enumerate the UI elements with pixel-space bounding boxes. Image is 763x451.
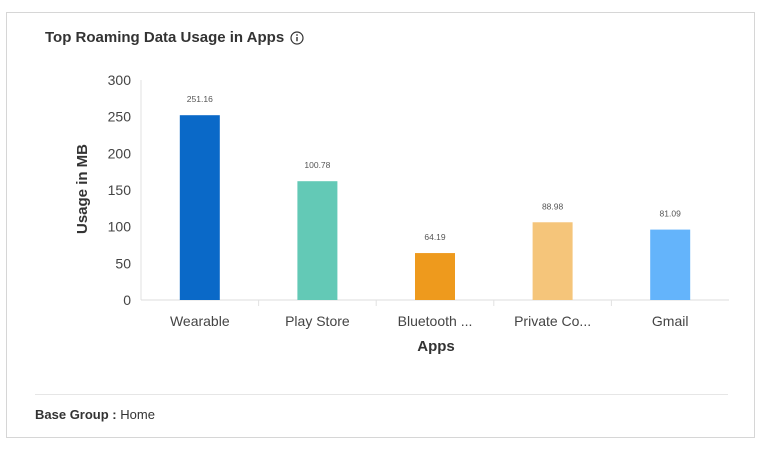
bar-1 xyxy=(179,115,220,300)
base-group-value: Home xyxy=(120,407,155,422)
y-tick-label: 250 xyxy=(108,109,132,125)
data-label: 64.19 xyxy=(424,232,446,242)
x-tick-labels: Wearable Play Store Bluetooth ... Private C… xyxy=(170,313,689,329)
data-label: 81.09 xyxy=(660,209,682,219)
bar-2 xyxy=(297,181,338,300)
x-tick-label: Gmail xyxy=(652,313,689,329)
x-tick-label: Private Co... xyxy=(514,313,591,329)
chart-card: Top Roaming Data Usage in Apps 0 50 100 150… xyxy=(6,12,755,438)
y-tick-label: 50 xyxy=(115,255,131,271)
base-group-label: Base Group : xyxy=(35,407,117,422)
bar-3 xyxy=(415,253,455,300)
x-axis-title: Apps xyxy=(417,338,455,355)
footer-divider xyxy=(35,394,728,395)
y-tick-label: 150 xyxy=(108,182,132,198)
x-tick-label: Wearable xyxy=(170,313,230,329)
bar-4 xyxy=(532,222,573,300)
bar-chart: 0 50 100 150 200 250 300 251.16 100.78 64.19 88.9… xyxy=(74,72,729,355)
y-tick-label: 100 xyxy=(108,219,132,235)
y-axis-title: Usage in MB xyxy=(74,144,91,234)
x-category-separators xyxy=(258,300,612,306)
y-tick-label: 0 xyxy=(123,292,131,308)
data-label: 88.98 xyxy=(542,201,564,211)
title-row: Top Roaming Data Usage in Apps xyxy=(45,29,304,46)
x-tick-label: Bluetooth ... xyxy=(398,313,473,329)
y-tick-label: 300 xyxy=(108,72,132,88)
y-tick-label: 200 xyxy=(108,145,132,161)
footer: Base Group : Home xyxy=(35,407,155,422)
chart-title: Top Roaming Data Usage in Apps xyxy=(45,29,285,46)
y-tick-labels: 0 50 100 150 200 250 300 xyxy=(108,72,132,308)
data-labels: 251.16 100.78 64.19 88.98 81.09 xyxy=(187,94,681,242)
data-label: 251.16 xyxy=(187,94,213,104)
info-icon[interactable] xyxy=(290,30,304,45)
data-label: 100.78 xyxy=(304,160,330,170)
bar-5 xyxy=(650,229,691,300)
x-tick-label: Play Store xyxy=(285,313,350,329)
bars xyxy=(179,115,691,300)
